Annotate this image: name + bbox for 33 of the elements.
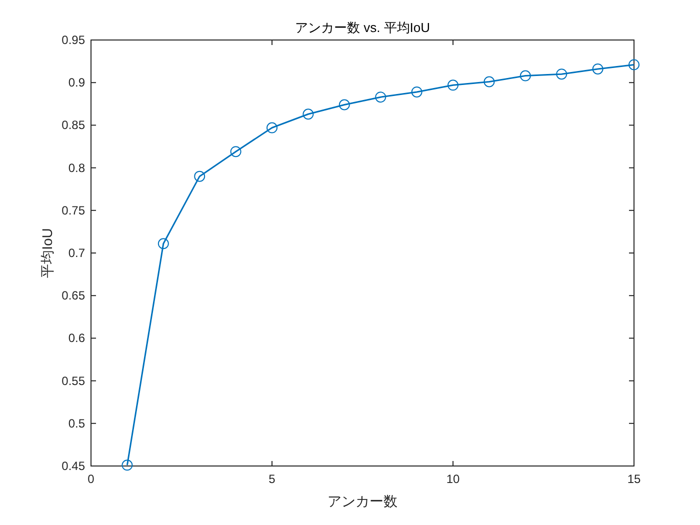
point bbox=[484, 76, 495, 88]
ytick: 0.95 bbox=[62, 33, 85, 47]
point bbox=[520, 70, 531, 82]
ytick: 0.65 bbox=[62, 288, 85, 303]
ytick: 0.55 bbox=[62, 374, 85, 388]
point bbox=[628, 59, 640, 70]
xtick: 5 bbox=[268, 472, 276, 486]
point bbox=[266, 122, 278, 134]
xtick: 15 bbox=[627, 472, 641, 486]
point bbox=[122, 460, 133, 471]
ytick: 0.5 bbox=[68, 416, 85, 430]
ytick: 0.6 bbox=[68, 331, 85, 346]
ytick: 0.85 bbox=[62, 118, 85, 132]
point bbox=[194, 170, 206, 182]
point bbox=[448, 80, 458, 91]
ytick: 0.8 bbox=[68, 160, 85, 175]
point bbox=[375, 92, 386, 103]
xtick: 10 bbox=[446, 472, 460, 486]
title: アンカー数 vs. 平均IoU bbox=[294, 20, 430, 35]
point bbox=[302, 108, 314, 120]
point bbox=[338, 99, 350, 110]
point bbox=[230, 146, 242, 158]
ytick: 0.45 bbox=[62, 459, 85, 473]
point bbox=[158, 238, 169, 250]
xlabel: アンカー数 bbox=[328, 493, 398, 509]
ytick: 0.9 bbox=[68, 76, 85, 90]
ylabel: 平均IoU bbox=[39, 228, 55, 278]
xtick: 0 bbox=[88, 472, 94, 486]
point bbox=[556, 68, 568, 80]
point bbox=[411, 86, 422, 98]
ytick: 0.75 bbox=[62, 203, 85, 218]
point bbox=[592, 63, 604, 74]
ytick: 0.7 bbox=[68, 246, 85, 260]
